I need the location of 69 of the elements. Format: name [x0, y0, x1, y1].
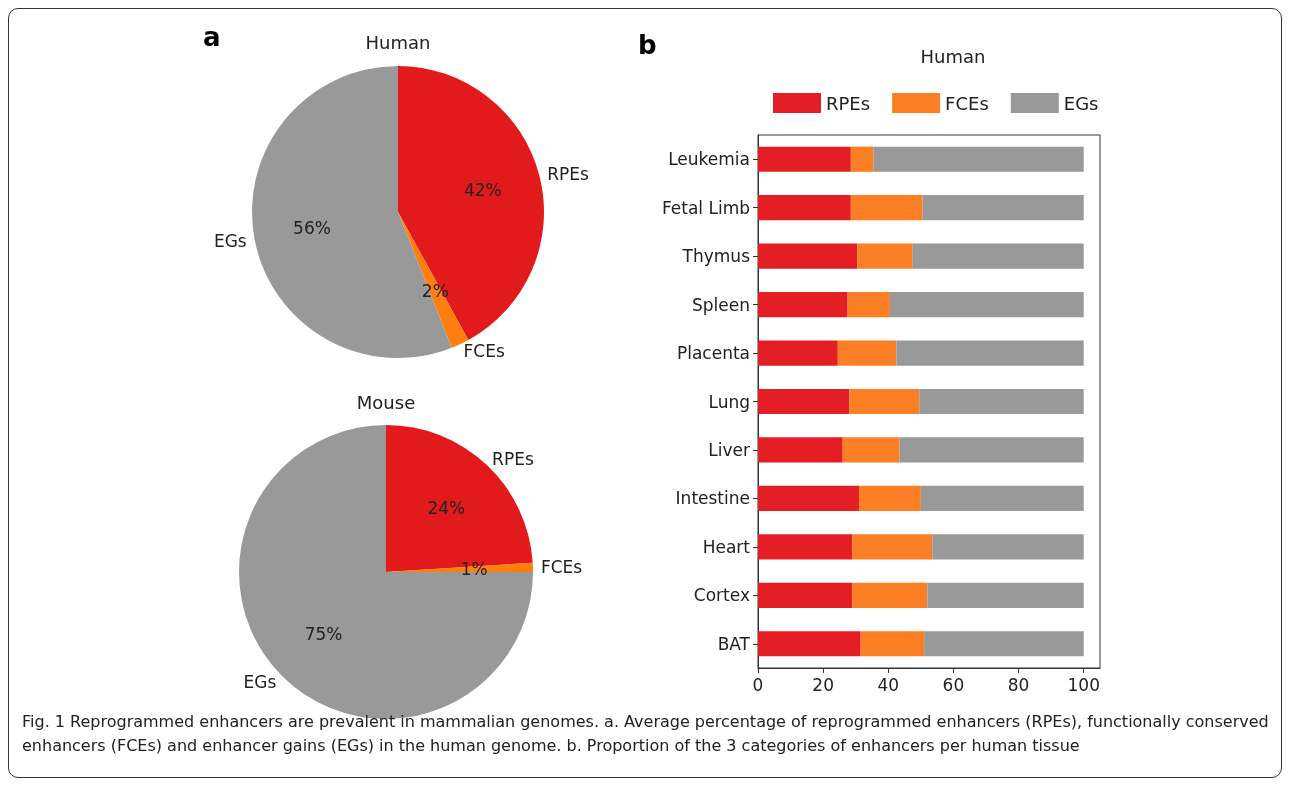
y-tick-label: Heart: [702, 536, 751, 557]
bar: [857, 243, 913, 269]
slice-label: EGs: [213, 230, 247, 251]
bar: [889, 291, 1084, 318]
bar: [852, 582, 928, 608]
bar: [758, 582, 853, 608]
slice-label: RPEs: [547, 163, 589, 184]
bar: [758, 631, 861, 657]
x-tick-label: 20: [812, 674, 834, 695]
bar: [758, 485, 859, 512]
bar: [919, 388, 1084, 415]
bar: [842, 437, 900, 463]
x-tick-label: 40: [877, 674, 900, 695]
bar: [912, 243, 1084, 269]
y-tick-label: Liver: [708, 439, 751, 460]
legend-label: RPEs: [826, 92, 871, 114]
chart-title: Human: [365, 31, 431, 53]
text: a: [203, 22, 221, 52]
text: b: [638, 30, 657, 60]
y-tick-label: Cortex: [693, 585, 750, 606]
slice-label: RPEs: [492, 449, 534, 470]
caption: Fig. 1 Reprogrammed enhancers are prevalent in mammalian genomes. a. Average percentage of reprogrammed enhancers (RPEs), functionally conserved enhancers (FCEs) and enhancer gains (EGs) in the human genome. b. Proportion of the 3 categories of enhancers per human tissue: [22, 711, 1270, 757]
data-label: 56%: [293, 218, 331, 239]
bar: [932, 534, 1084, 560]
y-tick-label: Lung: [708, 391, 750, 412]
bar: [758, 146, 851, 172]
bar: [858, 485, 921, 512]
x-tick-label: 100: [1067, 674, 1100, 695]
bar: [920, 485, 1084, 512]
bar: [899, 437, 1084, 463]
bar: [758, 195, 851, 221]
chart-title: Human: [920, 45, 986, 67]
bar: [758, 534, 853, 560]
bar: [758, 388, 850, 415]
bar: [837, 340, 897, 366]
x-tick-label: 60: [942, 674, 965, 695]
bar: [758, 291, 848, 318]
bar: [758, 437, 843, 463]
y-tick-label: Leukemia: [668, 149, 750, 170]
y-tick-label: Spleen: [692, 294, 750, 315]
bar: [924, 631, 1084, 657]
legend-label: EGs: [1063, 92, 1099, 114]
y-tick-label: Intestine: [675, 488, 750, 509]
bar: [758, 340, 838, 366]
bar: [922, 195, 1084, 221]
bar: [850, 195, 923, 221]
y-tick-label: Placenta: [676, 343, 750, 364]
data-label: 75%: [304, 624, 343, 645]
y-tick-label: Fetal Limb: [661, 197, 750, 218]
data-label: 24%: [427, 497, 466, 518]
y-tick-label: Thymus: [681, 246, 751, 267]
bar: [852, 534, 933, 560]
data-label: 42%: [463, 180, 502, 201]
bar: [873, 146, 1084, 172]
slice-label: EGs: [243, 671, 277, 692]
bar: [847, 291, 890, 318]
bar: [850, 146, 874, 172]
x-tick-label: 80: [1007, 674, 1030, 695]
y-tick-label: BAT: [717, 633, 751, 654]
slice-label: FCEs: [463, 341, 505, 362]
bar: [896, 340, 1084, 366]
slice-label: FCEs: [540, 557, 583, 578]
chart-title: Mouse: [356, 391, 416, 413]
bar: [927, 582, 1084, 608]
bar: [758, 243, 858, 269]
bar: [860, 631, 925, 657]
x-tick-label: 0: [752, 674, 764, 695]
legend-label: FCEs: [945, 92, 989, 114]
bar: [849, 388, 920, 415]
